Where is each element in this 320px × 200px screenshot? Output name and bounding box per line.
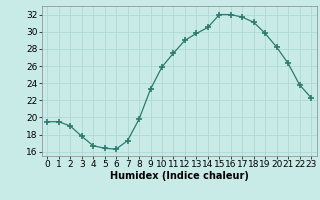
X-axis label: Humidex (Indice chaleur): Humidex (Indice chaleur) [110,171,249,181]
